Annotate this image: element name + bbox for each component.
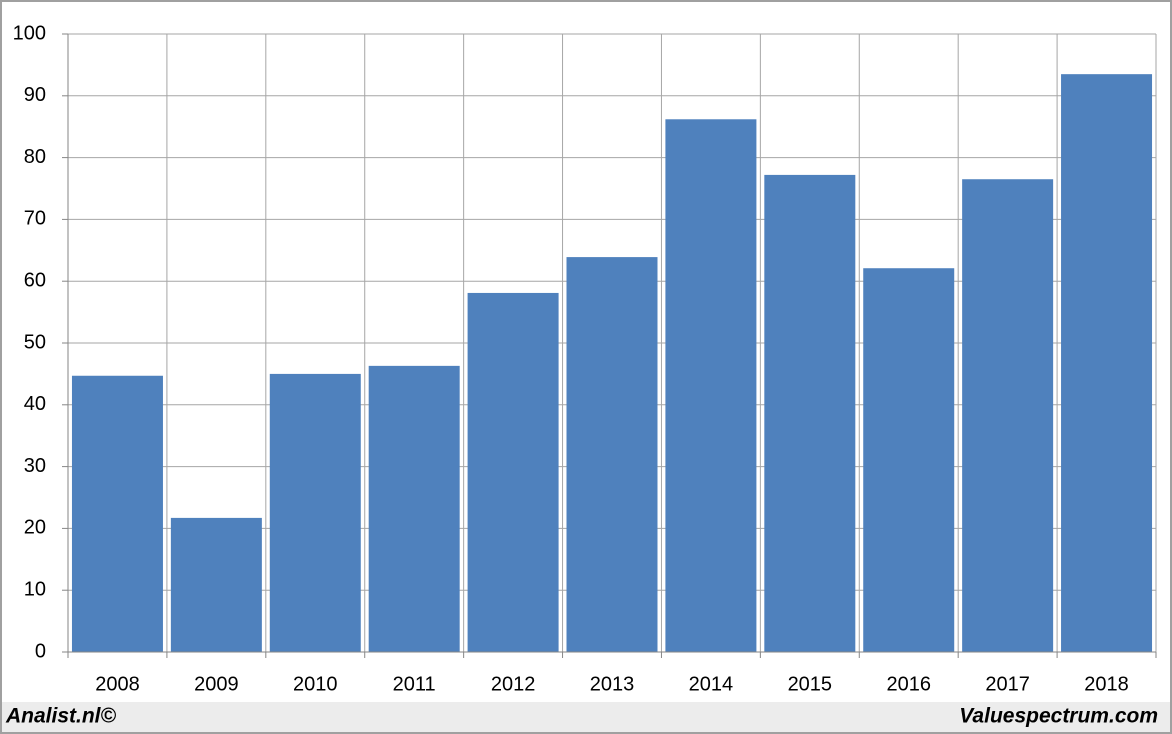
- bar: [764, 174, 856, 653]
- x-tick-label: 2015: [788, 673, 833, 695]
- x-tick-label: 2018: [1084, 673, 1129, 695]
- footer-left: Analist.nl©: [5, 705, 117, 728]
- x-tick-label: 2012: [491, 673, 536, 695]
- x-tick-label: 2011: [393, 673, 436, 695]
- x-tick-label: 2016: [886, 673, 931, 695]
- x-tick-label: 2013: [590, 673, 635, 695]
- y-tick-label: 80: [24, 146, 46, 168]
- bar: [863, 268, 955, 652]
- x-tick-label: 2017: [985, 673, 1030, 695]
- x-tick-label: 2014: [689, 673, 734, 695]
- bar: [71, 375, 163, 652]
- bar: [665, 119, 757, 652]
- y-tick-label: 50: [24, 331, 46, 353]
- y-tick-label: 10: [24, 578, 46, 600]
- y-tick-label: 60: [24, 269, 46, 291]
- y-tick-label: 40: [24, 393, 46, 415]
- x-tick-label: 2008: [95, 673, 140, 695]
- bar: [269, 373, 361, 652]
- y-tick-label: 0: [35, 640, 46, 662]
- y-tick-label: 70: [24, 208, 46, 230]
- bar: [467, 292, 559, 652]
- footer-band: [0, 702, 1172, 734]
- bar: [566, 257, 658, 652]
- bar: [170, 517, 262, 652]
- y-tick-label: 20: [24, 517, 46, 539]
- bar: [368, 365, 460, 652]
- bar: [1061, 74, 1153, 653]
- x-tick-label: 2010: [293, 673, 338, 695]
- x-tick-label: 2009: [194, 673, 239, 695]
- y-tick-label: 90: [24, 84, 46, 106]
- y-tick-label: 100: [13, 22, 46, 44]
- footer-right: Valuespectrum.com: [959, 705, 1158, 728]
- bar: [962, 179, 1054, 653]
- y-tick-label: 30: [24, 455, 46, 477]
